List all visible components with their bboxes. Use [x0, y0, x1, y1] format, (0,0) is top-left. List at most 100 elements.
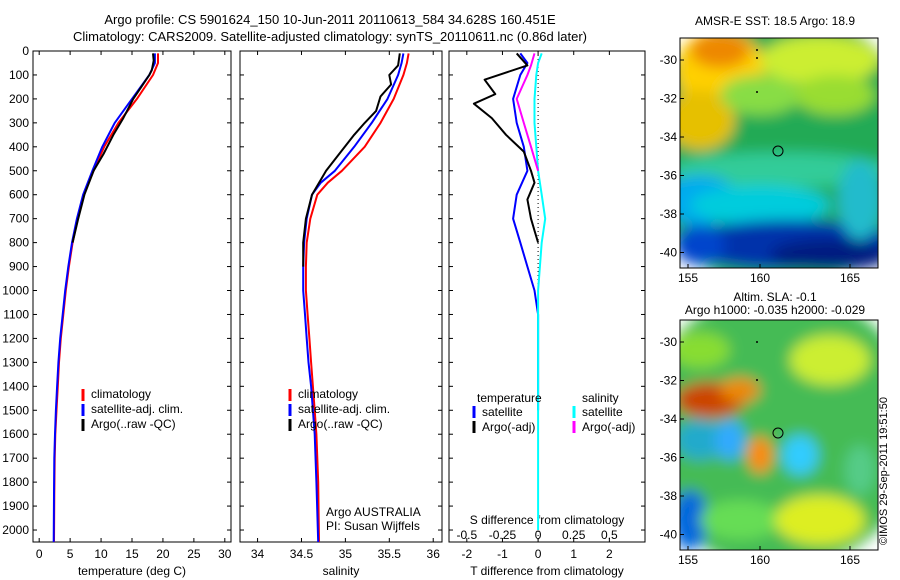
sst-ytick-label: -36 — [660, 169, 678, 183]
sla-xtick-label: 165 — [840, 553, 860, 567]
legend-salinity-heading: salinity — [582, 391, 619, 405]
depth-tick-label: 1700 — [2, 451, 29, 465]
float-track-point — [756, 341, 758, 343]
salinity-panel: 34 34.5 35 35.5 36 salinity climatologysatelli… — [239, 50, 443, 578]
legend-label-t-satellite: satellite — [482, 405, 523, 419]
salinity-xtick-label: 34 — [251, 547, 265, 561]
salinity-xtick-label: 34.5 — [290, 547, 314, 561]
sla-ytick-label: -30 — [660, 335, 678, 349]
temperature-xlabel: temperature (deg C) — [78, 564, 186, 578]
sla-ytick-label: -34 — [660, 412, 678, 426]
sla-title: Argo h1000: -0.035 h2000: -0.029 — [685, 303, 865, 317]
depth-tick-label: 900 — [9, 260, 29, 274]
depth-tick-label: 400 — [9, 140, 29, 154]
difference-series-argo_s — [515, 53, 540, 172]
temperature-xtick-label: 5 — [67, 547, 74, 561]
depth-tick-label: 500 — [9, 164, 29, 178]
salinity-series-argo — [302, 53, 401, 267]
legend-label-s-argo_s: Argo(-adj) — [582, 420, 635, 434]
salinity-xtick-label: 36 — [427, 547, 441, 561]
difference-frame — [448, 50, 646, 543]
depth-tick-label: 1900 — [2, 499, 29, 513]
sla-ytick-label: -38 — [660, 489, 678, 503]
legend-label-satellite: satellite-adj. clim. — [91, 402, 183, 416]
legend-label-s-sat_s: satellite — [582, 405, 623, 419]
salinity-series-climatology — [304, 53, 410, 543]
depth-tick-label: 800 — [9, 236, 29, 250]
depth-tick-label: 1000 — [2, 284, 29, 298]
float-track-point — [756, 57, 758, 59]
sla-ytick-label: -36 — [660, 451, 678, 465]
float-track-point — [756, 91, 758, 93]
sla-title: Altim. SLA: -0.1 — [733, 290, 817, 304]
sla-ytick-label: -32 — [660, 374, 678, 388]
depth-tick-label: 1600 — [2, 427, 29, 441]
temperature-xtick-label: 15 — [125, 547, 139, 561]
depth-tick-label: 1500 — [2, 403, 29, 417]
sla-xtick-label: 160 — [750, 553, 770, 567]
sst-ytick-label: -38 — [660, 207, 678, 221]
legend-label-argo: Argo(..raw -QC) — [298, 417, 383, 431]
difference-xtick-label: 2 — [606, 547, 613, 561]
s-diff-tick-label: 0.5 — [601, 528, 618, 542]
sst-argo-position-marker — [772, 145, 784, 157]
temperature-xtick-label: 10 — [94, 547, 108, 561]
legend-temperature-heading: temperature — [477, 391, 542, 405]
s-diff-tick-label: 0 — [535, 528, 542, 542]
depth-tick-label: 1800 — [2, 475, 29, 489]
depth-tick-label: 1200 — [2, 331, 29, 345]
legend-label-climatology: climatology — [298, 387, 358, 401]
difference-series-sat_s — [533, 53, 547, 530]
float-track-point — [756, 379, 758, 381]
legend-label-argo: Argo(..raw -QC) — [91, 417, 176, 431]
annotation-line: PI: Susan Wijffels — [326, 519, 420, 533]
sst-ytick-label: -40 — [660, 246, 678, 260]
salinity-xlabel: salinity — [323, 564, 360, 578]
difference-xtick-label: 0 — [535, 547, 542, 561]
temperature-series-climatology — [53, 53, 159, 543]
sst-ytick-label: -30 — [660, 53, 678, 67]
temperature-frame — [32, 50, 232, 543]
sst-frame — [679, 37, 879, 269]
salinity-xtick-label: 35.5 — [378, 547, 402, 561]
legend-label-climatology: climatology — [91, 387, 151, 401]
depth-tick-label: 200 — [9, 92, 29, 106]
sla-xtick-label: 155 — [678, 553, 698, 567]
sst-xtick-label: 155 — [678, 271, 698, 285]
temperature-series-satellite — [52, 53, 156, 543]
difference-xtick-label: -2 — [461, 547, 472, 561]
salinity-xtick-label: 35 — [339, 547, 353, 561]
salinity-frame — [239, 50, 443, 543]
depth-tick-label: 100 — [9, 68, 29, 82]
temperature-xtick-label: 30 — [218, 547, 232, 561]
depth-tick-label: 700 — [9, 212, 29, 226]
s-diff-tick-label: 0.25 — [562, 528, 586, 542]
temperature-xtick-label: 0 — [36, 547, 43, 561]
difference-xtick-label: 1 — [570, 547, 577, 561]
figure-title-line-2: Climatology: CARS2009. Satellite-adjuste… — [72, 29, 587, 44]
temperature-series-argo — [71, 53, 155, 243]
s-diff-tick-label: -0.5 — [456, 528, 477, 542]
depth-tick-label: 1300 — [2, 355, 29, 369]
difference-xlabel: T difference from climatology — [470, 564, 624, 578]
depth-tick-label: 2000 — [2, 523, 29, 537]
depth-tick-label: 1100 — [3, 307, 29, 321]
difference-series-argo — [472, 52, 540, 243]
sst-xtick-label: 165 — [840, 271, 860, 285]
temperature-xtick-label: 20 — [156, 547, 170, 561]
float-track-point — [756, 49, 758, 51]
sla-argo-position-marker — [772, 427, 784, 439]
temperature-xtick-label: 25 — [187, 547, 201, 561]
difference-xtick-label: -1 — [497, 547, 508, 561]
depth-tick-label: 0 — [22, 44, 29, 58]
sst-field — [680, 38, 878, 268]
salinity-difference-label: S difference from climatology — [470, 513, 625, 527]
sla-field — [680, 320, 878, 550]
depth-tick-label: 600 — [9, 188, 29, 202]
sst-ytick-label: -32 — [660, 92, 678, 106]
depth-tick-label: 300 — [9, 116, 29, 130]
